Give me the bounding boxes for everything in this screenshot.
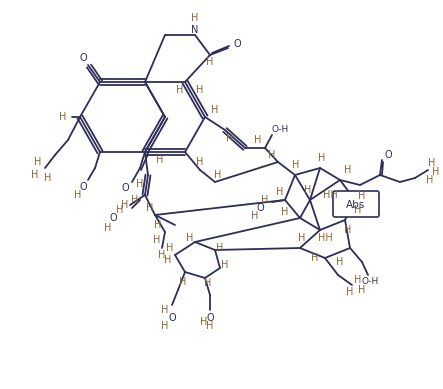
Text: O: O — [206, 313, 214, 323]
Text: H: H — [176, 85, 184, 95]
Text: H: H — [251, 211, 259, 221]
Text: H: H — [196, 157, 204, 167]
Text: O: O — [79, 182, 87, 192]
Text: H: H — [206, 57, 214, 67]
Text: H: H — [179, 277, 187, 287]
Text: H: H — [146, 203, 154, 213]
Text: H: H — [74, 190, 82, 200]
Text: H: H — [196, 85, 204, 95]
Text: H: H — [276, 187, 284, 197]
Text: H: H — [319, 153, 326, 163]
Text: H: H — [261, 195, 269, 205]
Text: H: H — [191, 13, 199, 23]
Text: O-H: O-H — [361, 277, 379, 287]
Text: H: H — [432, 167, 440, 177]
Text: H: H — [298, 233, 306, 243]
Text: H: H — [336, 257, 344, 267]
Text: H: H — [346, 287, 354, 297]
Text: H: H — [161, 321, 169, 331]
Text: H: H — [117, 205, 124, 215]
Text: H: H — [292, 160, 299, 170]
Text: H: H — [104, 223, 112, 233]
Text: H: H — [161, 305, 169, 315]
Text: H: H — [200, 317, 208, 327]
Text: H: H — [214, 170, 222, 180]
Text: H: H — [44, 173, 52, 183]
Text: HH: HH — [318, 233, 332, 243]
Text: H: H — [59, 112, 67, 122]
Text: HH: HH — [323, 190, 338, 200]
Text: O: O — [79, 53, 87, 63]
Text: H: H — [311, 253, 319, 263]
Text: O: O — [109, 213, 117, 223]
Text: H: H — [354, 205, 361, 215]
Text: H: H — [158, 250, 166, 260]
Text: H: H — [131, 195, 139, 205]
Text: H: H — [166, 243, 174, 253]
Text: H: H — [216, 243, 224, 253]
Text: H: H — [187, 233, 194, 243]
Text: H: H — [121, 200, 128, 210]
Text: H: H — [428, 158, 435, 168]
Text: H: H — [358, 191, 365, 201]
Text: H: H — [344, 165, 352, 175]
Text: O-H: O-H — [272, 126, 289, 135]
Text: H: H — [268, 150, 276, 160]
Text: H: H — [281, 207, 289, 217]
Text: H: H — [426, 175, 434, 185]
Text: H: H — [222, 260, 229, 270]
Text: H: H — [344, 225, 352, 235]
Text: N: N — [191, 25, 199, 35]
Text: O: O — [168, 313, 176, 323]
Text: H: H — [204, 278, 212, 288]
FancyBboxPatch shape — [333, 191, 379, 217]
Text: Abs: Abs — [346, 200, 365, 210]
Text: H: H — [354, 275, 361, 285]
Text: H: H — [211, 105, 219, 115]
Text: H: H — [34, 157, 42, 167]
Text: H: H — [31, 170, 39, 180]
Text: O: O — [256, 203, 264, 213]
Text: O: O — [121, 183, 129, 193]
Text: H: H — [154, 220, 162, 230]
Text: H: H — [358, 285, 365, 295]
Text: H: H — [136, 179, 144, 189]
Text: H: H — [304, 185, 312, 195]
Text: H: H — [153, 235, 161, 245]
Text: H: H — [226, 133, 234, 143]
Text: O: O — [384, 150, 392, 160]
Text: H: H — [254, 135, 262, 145]
Text: H: H — [164, 255, 172, 265]
Text: H: H — [206, 321, 214, 331]
Text: H: H — [156, 155, 163, 165]
Text: O: O — [233, 39, 241, 49]
